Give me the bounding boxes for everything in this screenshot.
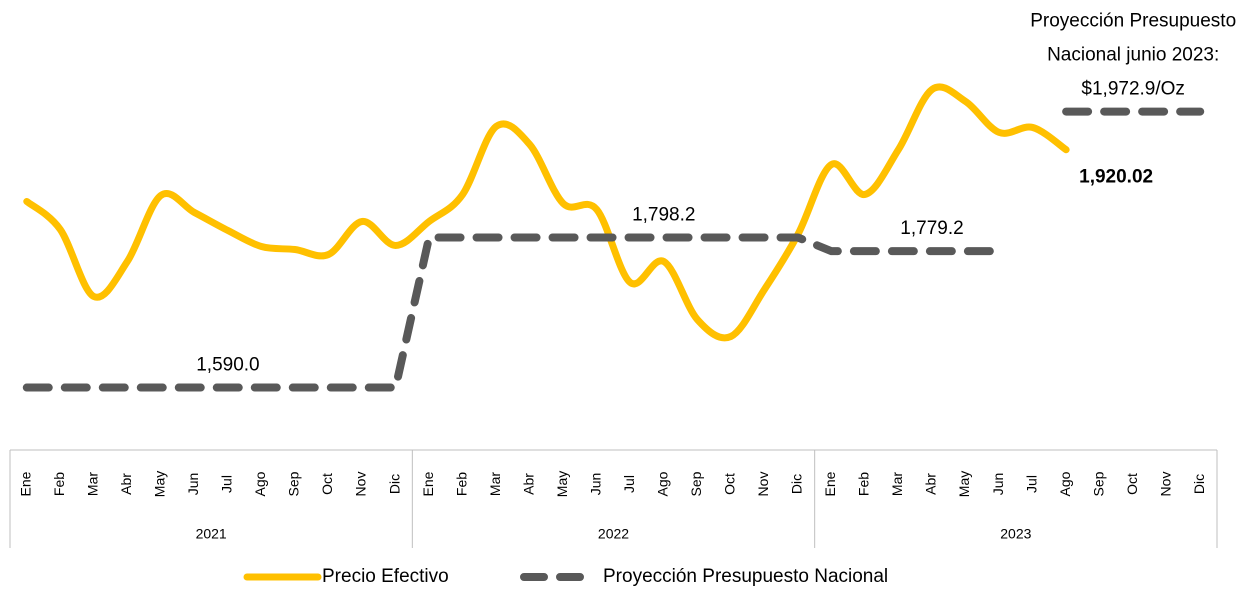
x-tick-label: Feb: [51, 472, 67, 496]
price-line: [23, 83, 1070, 342]
legend-label: Precio Efectivo: [322, 566, 449, 587]
x-tick-label: May: [956, 471, 972, 497]
x-tick-label: Ene: [822, 471, 838, 496]
data-label: 1,590.0: [196, 355, 259, 376]
projection-line: [22, 233, 1004, 392]
data-label: 1,798.2: [632, 205, 695, 226]
x-tick-label: Dic: [789, 474, 805, 494]
data-label: $1,972.9/Oz: [1081, 79, 1185, 100]
x-tick-label: Mar: [85, 472, 101, 496]
x-tick-label: Abr: [118, 473, 134, 495]
x-group-label: 2021: [196, 526, 227, 542]
x-group-label: 2023: [1000, 526, 1031, 542]
x-tick-label: Abr: [520, 473, 536, 495]
x-tick-label: Oct: [319, 473, 335, 495]
annotation: Proyección Presupuesto: [1030, 11, 1236, 32]
x-group-label: 2022: [598, 526, 629, 542]
x-tick-label: Jun: [990, 473, 1006, 496]
annotation: Nacional junio 2023:: [1047, 45, 1219, 66]
x-tick-label: Sep: [286, 471, 302, 496]
x-tick-label: Jul: [1023, 475, 1039, 493]
x-tick-label: Oct: [1124, 473, 1140, 495]
x-tick-label: Ago: [252, 471, 268, 496]
x-tick-label: Jul: [621, 475, 637, 493]
data-label: 1,779.2: [900, 218, 963, 239]
x-tick-label: Mar: [487, 472, 503, 496]
x-tick-label: Feb: [856, 472, 872, 496]
x-tick-label: Ago: [654, 471, 670, 496]
x-tick-label: Dic: [1191, 474, 1207, 494]
x-tick-label: Jun: [185, 473, 201, 496]
x-tick-label: Sep: [688, 471, 704, 496]
x-tick-label: May: [152, 471, 168, 497]
x-tick-label: Oct: [722, 473, 738, 495]
x-tick-label: Mar: [889, 472, 905, 496]
x-tick-label: Dic: [386, 474, 402, 494]
legend-label: Proyección Presupuesto Nacional: [603, 566, 888, 587]
x-tick-label: Nov: [1157, 472, 1173, 497]
x-tick-label: Ene: [420, 471, 436, 496]
x-tick-label: Nov: [755, 472, 771, 497]
x-tick-label: Jul: [219, 475, 235, 493]
x-tick-label: Ene: [17, 471, 33, 496]
x-tick-label: May: [554, 471, 570, 497]
x-tick-label: Nov: [353, 472, 369, 497]
x-tick-label: Jun: [587, 473, 603, 496]
x-tick-label: Feb: [453, 472, 469, 496]
x-tick-label: Abr: [923, 473, 939, 495]
data-label: 1,920.02: [1079, 167, 1153, 188]
x-tick-label: Ago: [1057, 471, 1073, 496]
x-tick-label: Sep: [1090, 471, 1106, 496]
